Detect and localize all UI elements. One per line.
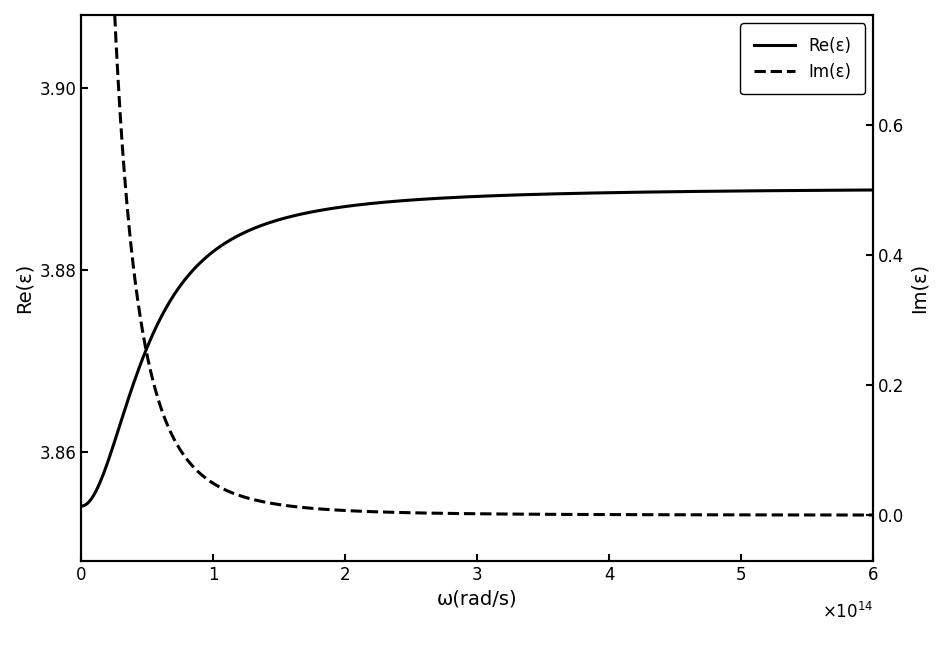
Legend: Re(ε), Im(ε): Re(ε), Im(ε) — [740, 23, 865, 94]
Im(ε) — [643, 511, 654, 519]
Im(ε) — [450, 510, 462, 517]
Im(ε) — [584, 510, 596, 518]
Re(ε) — [555, 190, 566, 198]
Y-axis label: Re(ε): Re(ε) — [15, 263, 34, 313]
Im(ε) — [274, 501, 285, 508]
Re(ε) — [76, 502, 88, 510]
Re(ε) — [868, 186, 879, 194]
Re(ε) — [274, 216, 285, 224]
Line: Im(ε): Im(ε) — [82, 0, 873, 515]
Im(ε) — [555, 510, 566, 518]
Re(ε) — [817, 187, 828, 194]
Y-axis label: Im(ε): Im(ε) — [910, 263, 929, 313]
Text: $\times10^{14}$: $\times10^{14}$ — [822, 601, 873, 621]
X-axis label: ω(rad/s): ω(rad/s) — [437, 589, 517, 608]
Re(ε) — [643, 188, 654, 196]
Re(ε) — [584, 189, 596, 197]
Line: Re(ε): Re(ε) — [82, 190, 873, 506]
Im(ε) — [868, 511, 879, 519]
Im(ε) — [817, 511, 828, 519]
Re(ε) — [450, 194, 462, 202]
